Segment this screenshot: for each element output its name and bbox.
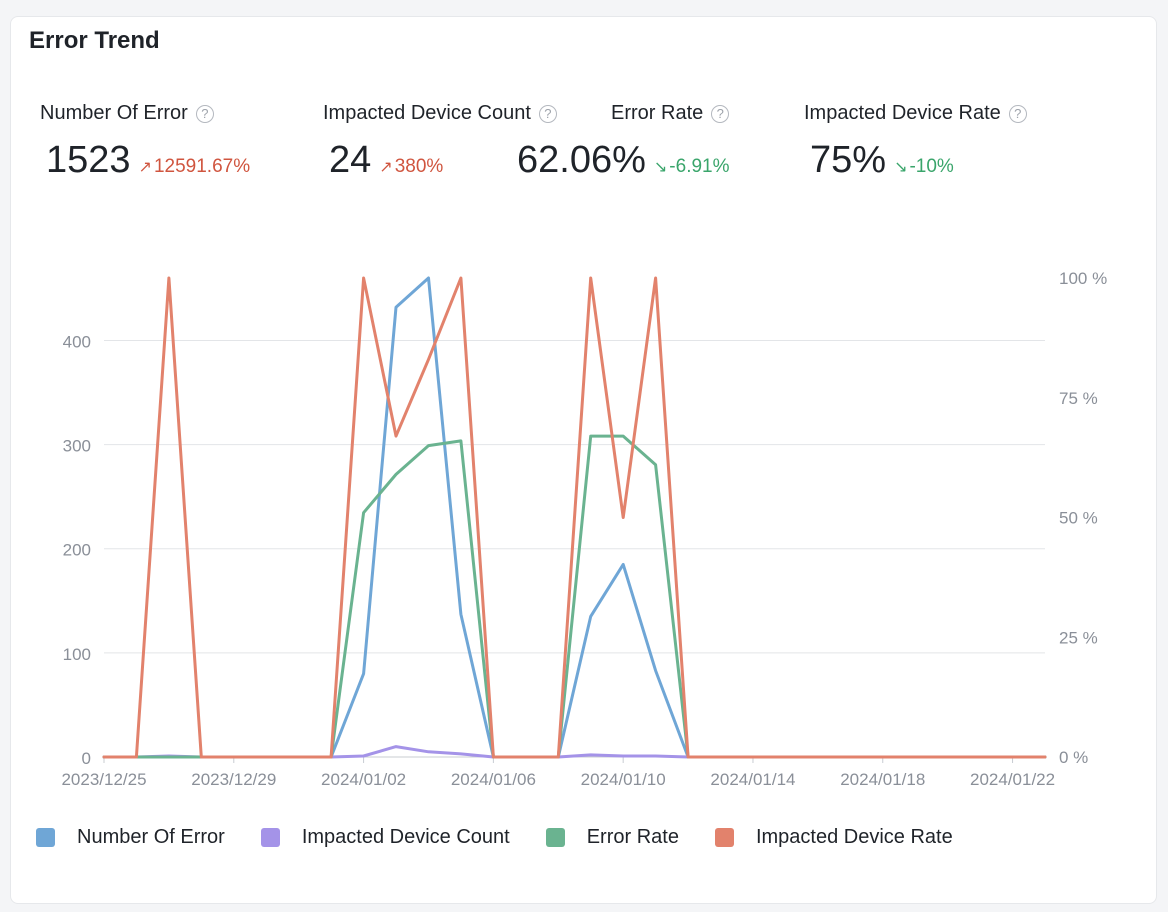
x-tick-label: 2024/01/06 — [451, 770, 536, 789]
legend-swatch — [714, 828, 734, 847]
y-left-tick-label: 200 — [63, 541, 91, 560]
legend-label: Error Rate — [586, 826, 679, 848]
metric-delta: ↘ -6.91% — [654, 156, 730, 178]
y-right-tick-label: 25 % — [1059, 628, 1098, 647]
metric-label: Error Rate — [611, 102, 704, 124]
legend-label: Number Of Error — [77, 826, 225, 848]
series-line-error-rate — [102, 434, 1047, 759]
chart-legend: Number Of Error Impacted Device Count Er… — [36, 826, 989, 849]
y-right-tick-label: 75 % — [1059, 389, 1098, 408]
metric-value: 1523 — [46, 139, 131, 181]
metric-delta-text: 12591.67% — [153, 156, 251, 177]
y-left-tick-label: 300 — [63, 437, 91, 456]
metric-number-of-error: Number Of Error? 1523 ↗ 12591.67% — [40, 102, 250, 182]
metric-value: 75% — [810, 139, 887, 181]
metric-impacted-device-rate: Impacted Device Rate? 75% ↘ -10% — [804, 102, 1027, 182]
metric-label: Number Of Error — [40, 102, 188, 124]
trend-up-icon: ↗ — [138, 159, 152, 176]
legend-label: Impacted Device Rate — [755, 826, 953, 848]
metric-label: Impacted Device Count — [323, 102, 531, 124]
x-tick-label: 2024/01/10 — [581, 770, 666, 789]
metric-delta: ↗ 380% — [379, 156, 443, 178]
question-circle-icon[interactable]: ? — [711, 104, 730, 123]
metric-delta-text: 380% — [394, 156, 444, 177]
x-tick-label: 2024/01/18 — [840, 770, 925, 789]
legend-item-number-of-error[interactable]: Number Of Error — [36, 826, 225, 849]
trend-up-icon: ↗ — [379, 159, 393, 176]
metric-impacted-device-count: Impacted Device Count? 24 ↗ 380% — [323, 102, 557, 182]
y-left-tick-label: 400 — [63, 332, 91, 351]
question-circle-icon[interactable]: ? — [538, 104, 557, 123]
legend-swatch — [36, 828, 55, 847]
legend-item-impacted-device-rate[interactable]: Impacted Device Rate — [714, 826, 953, 849]
y-right-tick-label: 0 % — [1059, 748, 1088, 767]
series-line-impacted-device-count — [102, 745, 1047, 759]
question-circle-icon[interactable]: ? — [1008, 104, 1027, 123]
legend-item-error-rate[interactable]: Error Rate — [545, 826, 679, 849]
x-tick-label: 2023/12/25 — [61, 770, 146, 789]
metric-value: 62.06% — [517, 139, 646, 181]
metric-label: Impacted Device Rate — [804, 102, 1001, 124]
metric-delta-text: -6.91% — [669, 156, 730, 177]
metric-delta-text: -10% — [909, 156, 954, 177]
trend-down-icon: ↘ — [894, 159, 908, 176]
y-left-tick-label: 100 — [63, 645, 91, 664]
metric-delta: ↗ 12591.67% — [139, 156, 251, 178]
y-right-tick-label: 100 % — [1059, 269, 1107, 288]
x-tick-label: 2023/12/29 — [191, 770, 276, 789]
y-right-tick-label: 50 % — [1059, 509, 1098, 528]
x-tick-label: 2024/01/14 — [710, 770, 795, 789]
legend-item-impacted-device-count[interactable]: Impacted Device Count — [260, 826, 510, 849]
series-line-impacted-device-rate — [102, 276, 1047, 759]
metric-error-rate: Error Rate? 62.06% ↘ -6.91% — [517, 102, 730, 182]
trend-down-icon: ↘ — [653, 159, 668, 176]
y-left-tick-label: 0 — [82, 749, 91, 768]
x-tick-label: 2024/01/22 — [970, 770, 1055, 789]
card-title: Error Trend — [29, 27, 160, 54]
legend-label: Impacted Device Count — [301, 826, 510, 848]
legend-swatch — [260, 828, 280, 847]
question-circle-icon[interactable]: ? — [195, 104, 214, 123]
x-tick-label: 2024/01/02 — [321, 770, 406, 789]
legend-swatch — [545, 828, 565, 847]
metric-delta: ↘ -10% — [894, 156, 954, 178]
metric-value: 24 — [329, 139, 372, 181]
